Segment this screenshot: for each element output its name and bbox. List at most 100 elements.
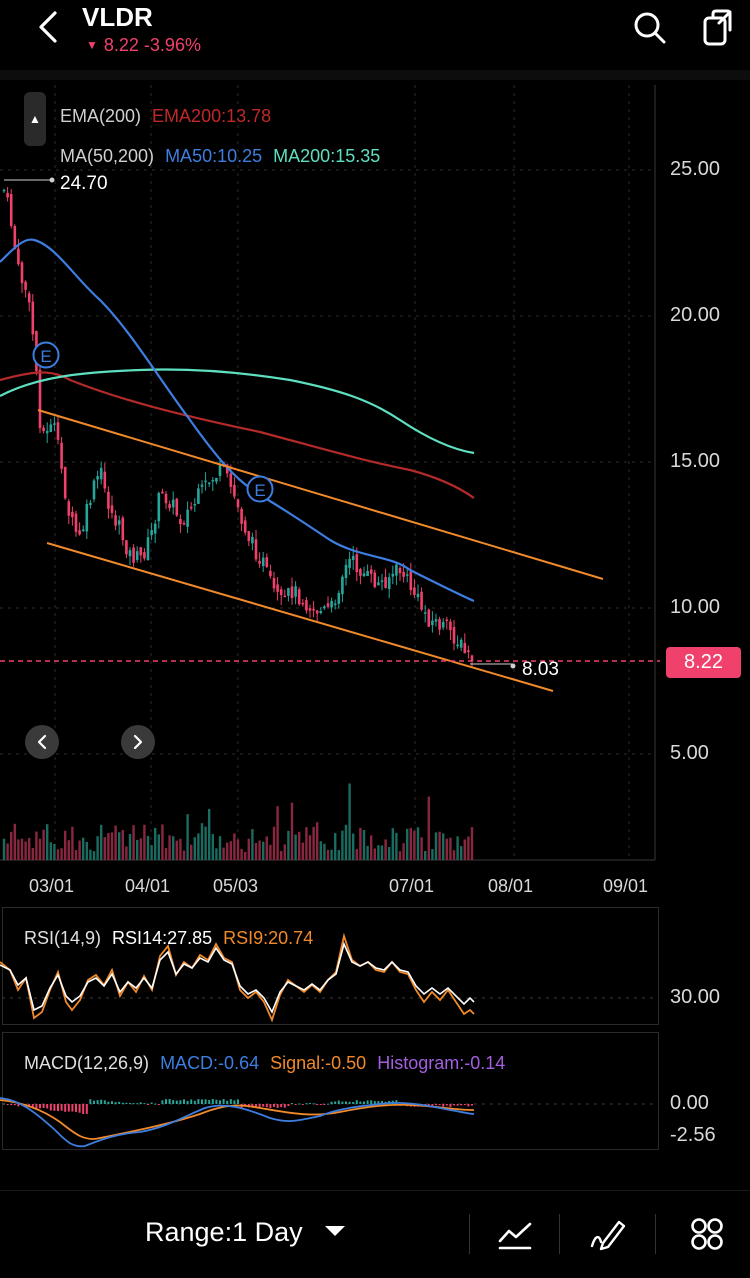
volume-bar <box>445 838 448 860</box>
candle-body <box>197 488 200 504</box>
volume-bar <box>226 842 229 860</box>
rsi-level-label: 30.00 <box>670 986 721 1008</box>
volume-bar <box>240 848 243 860</box>
histogram-bar <box>121 1102 124 1104</box>
volume-bar <box>283 844 286 860</box>
ma-legend-label: MA(50,200) <box>60 146 155 166</box>
y-tick-label: 15.00 <box>670 450 721 472</box>
volume-bar <box>53 843 56 860</box>
volume-bar <box>200 823 204 860</box>
volume-bar <box>168 835 171 860</box>
candle-body <box>193 504 197 506</box>
rsi14-value: RSI14:27.85 <box>112 928 213 948</box>
range-selector[interactable]: Range:1 Day <box>145 1217 346 1248</box>
candle-body <box>215 477 218 482</box>
rsi9-value: RSI9:20.74 <box>223 928 314 948</box>
histogram-bar <box>273 1104 275 1107</box>
volume-bar <box>92 851 96 860</box>
earnings-marker[interactable]: E <box>246 475 274 503</box>
histogram-bar <box>125 1102 128 1104</box>
volume-bar <box>305 827 308 860</box>
candle-body <box>409 571 413 591</box>
volume-bar <box>193 837 196 860</box>
search-button[interactable] <box>630 8 670 48</box>
candle-body <box>456 644 459 647</box>
volume-bar <box>344 824 348 860</box>
histogram-bar <box>6 1104 9 1106</box>
volume-bar <box>161 824 164 860</box>
histogram-bar <box>460 1104 463 1106</box>
candle-body <box>171 499 175 508</box>
candle-body <box>60 442 63 469</box>
ma200-value: MA200:15.35 <box>273 146 381 166</box>
earnings-marker[interactable]: E <box>32 341 60 369</box>
ema-legend-label: EMA(200) <box>60 106 142 126</box>
candle-body <box>297 589 301 605</box>
volume-bar <box>467 836 470 860</box>
share-button[interactable] <box>698 6 738 50</box>
volume-bar <box>359 827 362 860</box>
rsi-legend-label: RSI(14,9) <box>24 928 102 948</box>
candle-body <box>434 619 438 622</box>
volume-bar <box>6 843 9 860</box>
scroll-left-button[interactable] <box>25 725 59 759</box>
histogram-bar <box>431 1104 434 1107</box>
candle-body <box>413 587 416 595</box>
histogram-bar <box>327 1103 329 1105</box>
candle-body <box>330 600 333 608</box>
candle-body <box>49 424 53 432</box>
volume-bar <box>298 831 301 860</box>
candle-body <box>301 602 305 605</box>
candle-body <box>45 430 49 434</box>
legend-collapse-button[interactable]: ▲ <box>24 92 46 146</box>
candle-body <box>150 530 153 536</box>
candle-body <box>38 369 42 429</box>
candle-body <box>341 576 344 595</box>
volume-bar <box>118 832 121 860</box>
earnings-marker-label: E <box>254 481 265 500</box>
volume-bar <box>463 839 466 860</box>
high-label: 24.70 <box>60 173 108 194</box>
histogram-bar <box>427 1104 430 1106</box>
indicators-button[interactable] <box>493 1212 537 1256</box>
candle-body <box>67 501 71 516</box>
rsi-legend: RSI(14,9) RSI14:27.85 RSI9:20.74 <box>24 928 313 949</box>
volume-bar <box>373 848 376 860</box>
histogram-bar <box>10 1104 13 1105</box>
volume-bar <box>31 847 34 860</box>
draw-button[interactable] <box>586 1212 630 1256</box>
volume-bar <box>442 833 445 860</box>
candle-body <box>251 536 254 544</box>
histogram-bar <box>197 1099 200 1104</box>
volume-bar <box>251 829 254 860</box>
histogram-bar <box>46 1104 49 1109</box>
scroll-right-button[interactable] <box>121 725 155 759</box>
volume-bar <box>409 828 412 860</box>
histogram-bar <box>276 1104 279 1108</box>
volume-bar <box>334 833 337 860</box>
volume-bar <box>395 832 398 860</box>
candle-body <box>204 480 207 483</box>
draw-pen-icon <box>590 1220 626 1251</box>
caret-down-icon <box>325 1226 346 1236</box>
price-chart[interactable]: 24.70 8.03 E E <box>0 80 750 900</box>
caret-up-icon: ▲ <box>29 112 41 126</box>
macd-panel[interactable] <box>2 1032 659 1150</box>
candle-body <box>384 577 387 588</box>
x-tick-label: 08/01 <box>488 876 534 896</box>
volume-bar <box>308 835 312 860</box>
volume-bar <box>236 839 240 860</box>
candle-body <box>161 491 164 494</box>
histogram-bar <box>359 1101 362 1104</box>
volume-bar <box>197 833 200 860</box>
volume-bar <box>42 829 45 860</box>
more-button[interactable] <box>685 1212 729 1256</box>
histogram-bar <box>352 1101 355 1104</box>
price-change-text: 8.22 -3.96% <box>103 35 201 55</box>
back-button[interactable] <box>30 8 66 46</box>
volume-bar <box>74 850 78 860</box>
candle-body <box>391 573 395 577</box>
candle-body <box>24 281 27 290</box>
volume-bar <box>337 850 340 860</box>
candle-body <box>128 550 132 557</box>
